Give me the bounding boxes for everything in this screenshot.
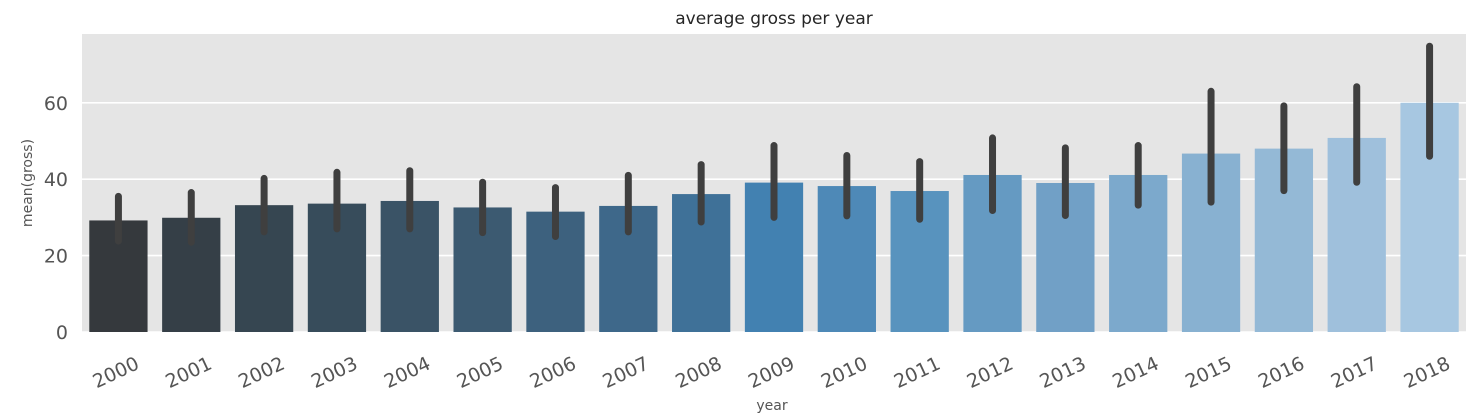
x-tick-label: 2015 (1182, 353, 1235, 393)
error-bars (114, 42, 1434, 246)
x-tick-label: 2014 (1109, 353, 1162, 393)
x-tick-label: 2007 (599, 353, 652, 393)
y-tick-label: 60 (44, 93, 68, 115)
x-tick-label: 2002 (235, 353, 288, 393)
x-tick-label: 2017 (1328, 353, 1381, 393)
x-axis-label: year (756, 398, 787, 414)
x-tick-label: 2013 (1036, 353, 1089, 393)
x-tick-label: 2016 (1255, 353, 1308, 393)
y-axis-label: mean(gross) (20, 139, 36, 227)
x-tick-label: 2004 (381, 353, 434, 393)
x-tick-label: 2012 (964, 353, 1017, 393)
y-tick-labels: 0 20 40 60 (44, 93, 68, 344)
y-tick-label: 0 (56, 322, 68, 344)
x-tick-label: 2006 (526, 353, 579, 393)
x-tick-label: 2011 (891, 353, 944, 393)
chart-title: average gross per year (675, 9, 873, 29)
x-tick-label: 2009 (745, 353, 798, 393)
x-tick-label: 2008 (672, 353, 725, 393)
x-tick-label: 2001 (162, 353, 215, 393)
y-tick-label: 20 (44, 246, 68, 268)
x-tick-labels: 2000 2001 2002 2003 2004 2005 2006 2007 2008 2009… (89, 353, 1453, 393)
x-tick-label: 2003 (308, 353, 361, 393)
x-tick-label: 2005 (454, 353, 507, 393)
x-tick-label: 2000 (89, 353, 142, 393)
x-tick-label: 2018 (1401, 353, 1454, 393)
y-tick-label: 40 (44, 169, 68, 191)
x-tick-label: 2010 (818, 353, 871, 393)
